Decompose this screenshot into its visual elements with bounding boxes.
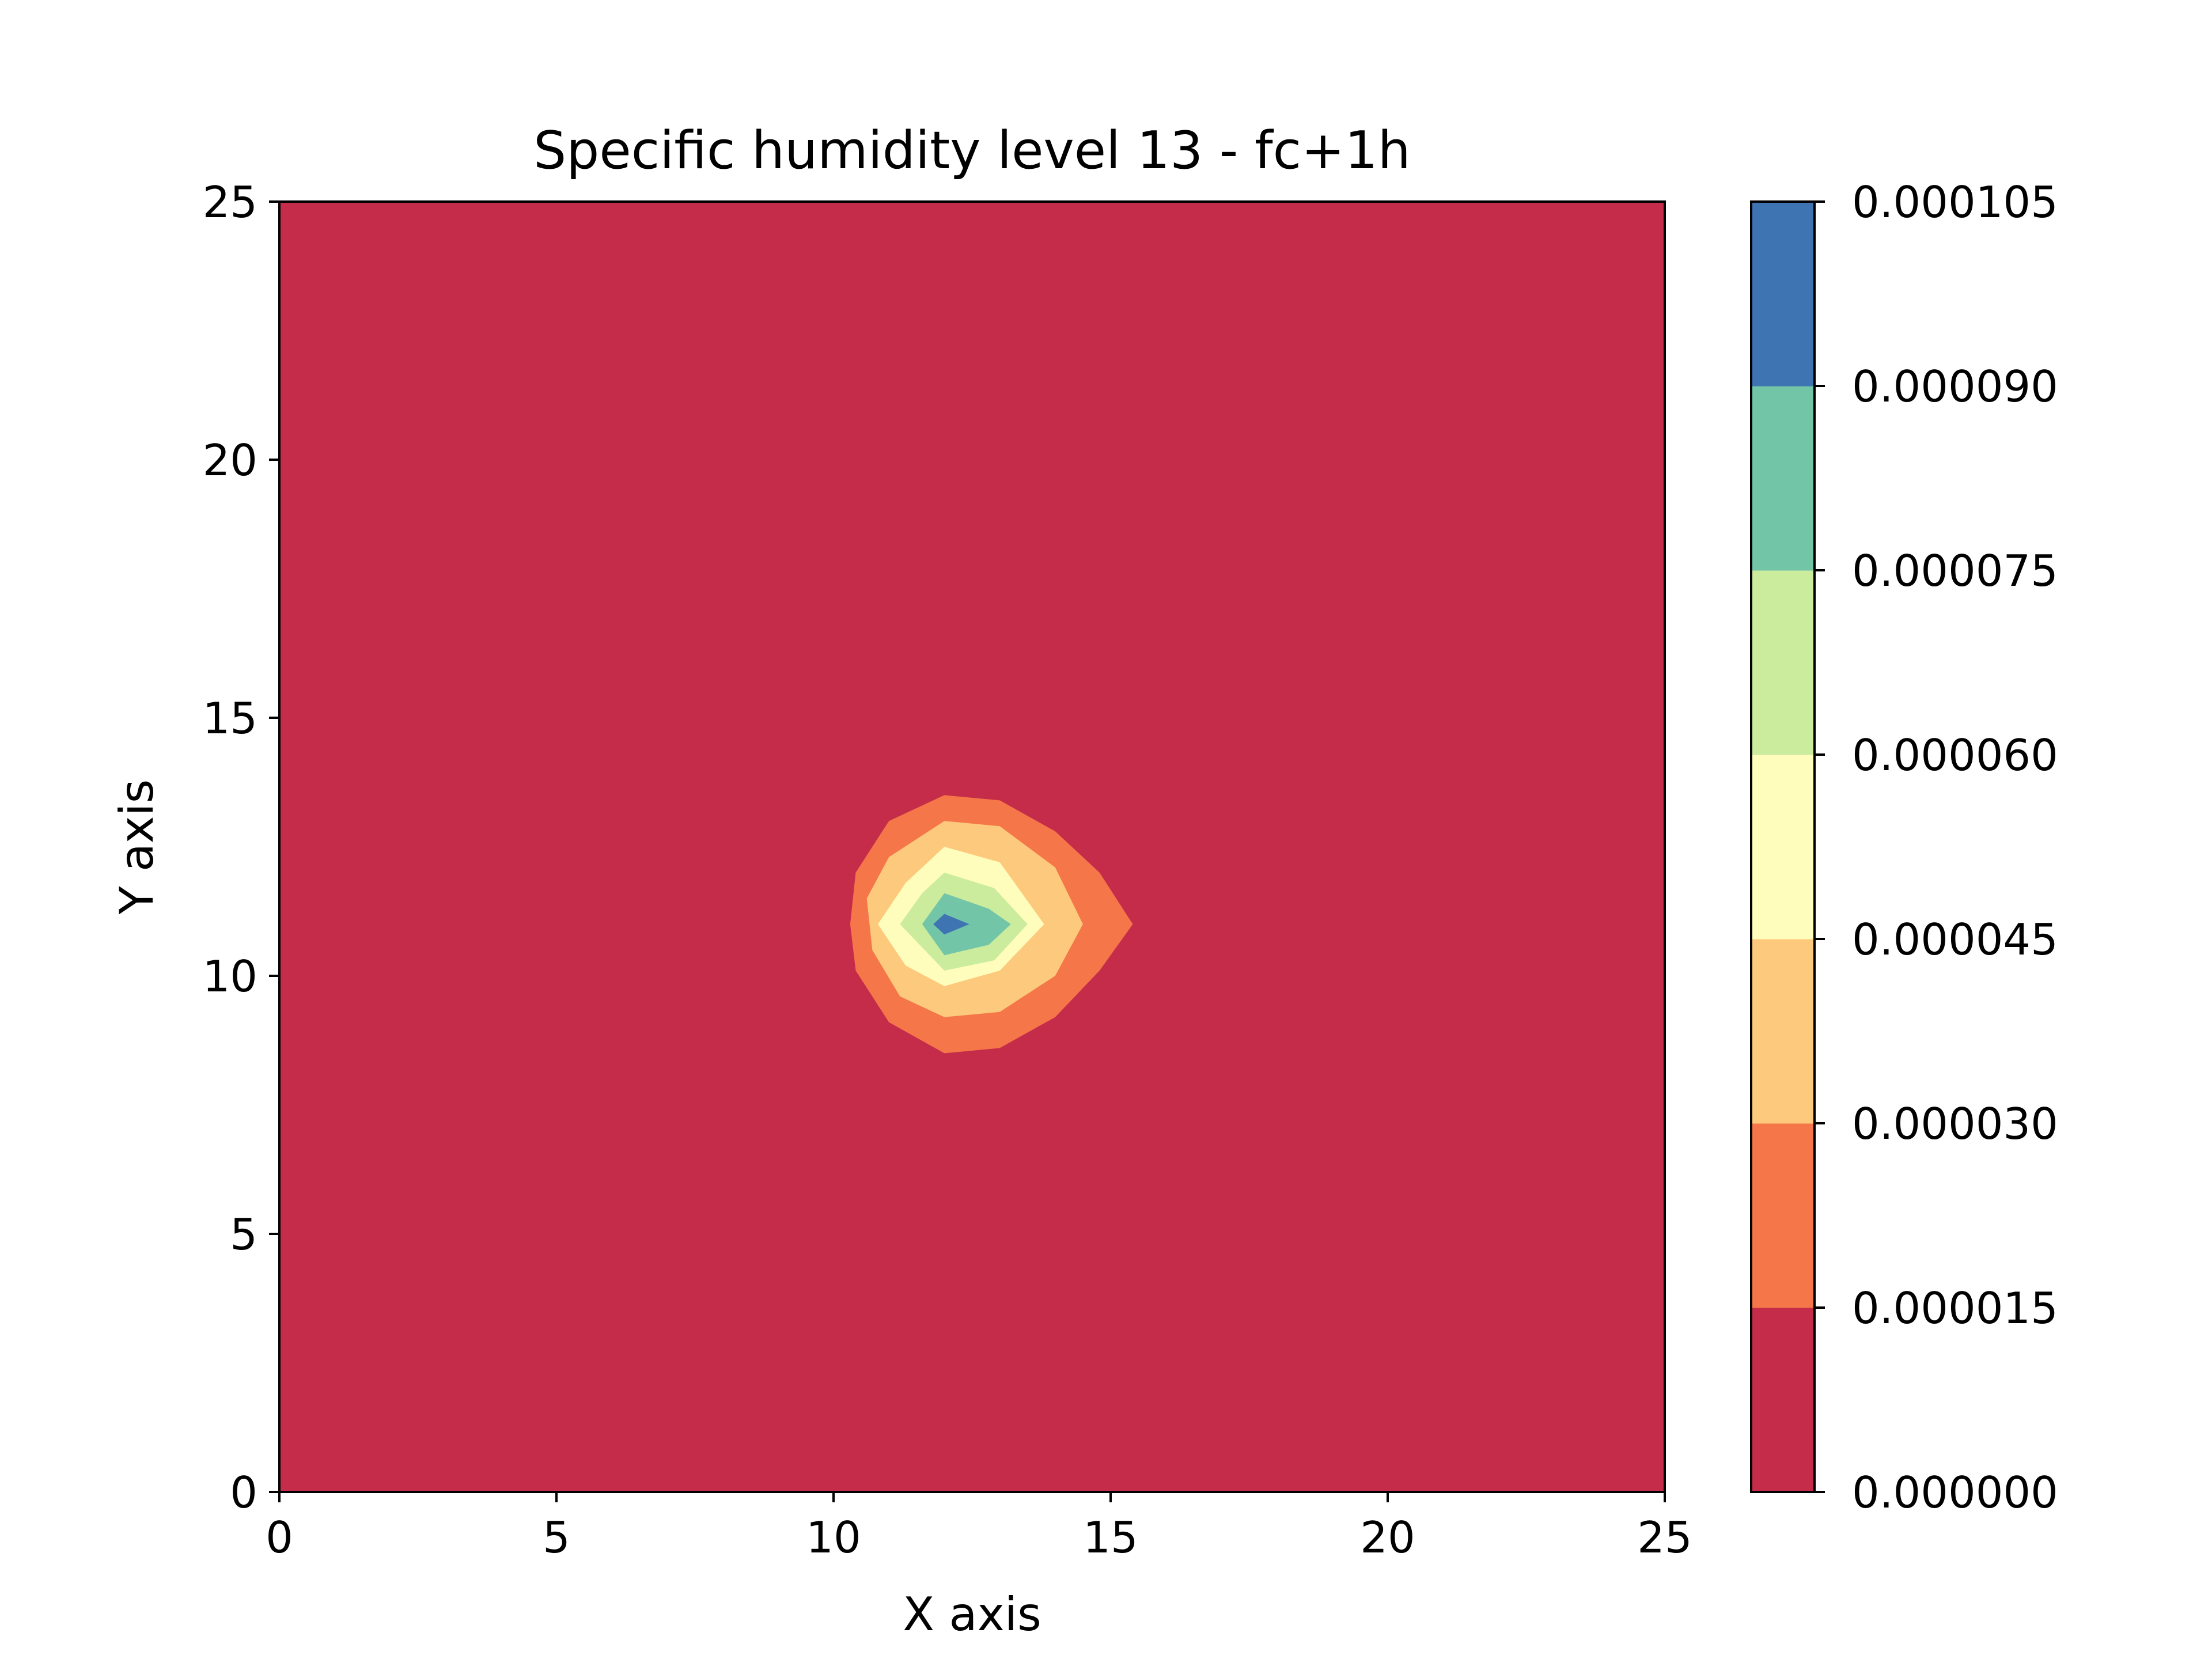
colorbar-band-4	[1751, 570, 1815, 755]
x-tick-label: 5	[543, 1512, 570, 1563]
y-tick-label: 5	[230, 1209, 257, 1260]
colorbar-band-2	[1751, 939, 1815, 1124]
contour-fill-5	[933, 914, 969, 935]
colorbar-band-3	[1751, 755, 1815, 940]
colorbar-band-0	[1751, 1308, 1815, 1493]
colorbar-tick-label: 0.000000	[1852, 1467, 2058, 1518]
colorbar-tick-label: 0.000090	[1852, 361, 2058, 412]
plot-frame	[278, 200, 1666, 1493]
x-tick-label: 10	[806, 1512, 861, 1563]
plot-area	[279, 202, 1665, 1492]
x-tick-label: 20	[1360, 1512, 1415, 1563]
axes: 0 5 10 15 20 25 0 5 10 15 20 25 X axis Y axis	[110, 177, 1692, 1641]
y-tick-label: 0	[230, 1467, 257, 1518]
y-tick-label: 15	[203, 693, 257, 744]
colorbar-tick-label: 0.000045	[1852, 914, 2058, 965]
chart-title: Specific humidity level 13 - fc+1h	[533, 120, 1411, 181]
colorbar-tick-label: 0.000030	[1852, 1099, 2058, 1149]
x-tick-label: 0	[266, 1512, 293, 1563]
colorbar-tick-label: 0.000075	[1852, 546, 2058, 596]
y-tick-label: 20	[203, 435, 257, 486]
colorbar-band-6	[1751, 202, 1815, 387]
colorbar-frame	[1750, 200, 1816, 1493]
colorbar-tick-label: 0.000060	[1852, 730, 2058, 781]
x-tick-label: 15	[1083, 1512, 1138, 1563]
x-axis-label: X axis	[903, 1588, 1041, 1641]
colorbar-band-5	[1751, 386, 1815, 571]
colorbar-tick-label: 0.000105	[1852, 177, 2058, 228]
y-tick-label: 10	[203, 951, 257, 1002]
colorbar-band-1	[1751, 1123, 1815, 1308]
colorbar: 0.000000 0.000015 0.000030 0.000045 0.000060…	[1750, 177, 2058, 1518]
colorbar-tick-label: 0.000015	[1852, 1283, 2058, 1334]
y-tick-label: 25	[203, 177, 257, 228]
y-axis-label: Y axis	[110, 779, 164, 915]
x-tick-label: 25	[1637, 1512, 1692, 1563]
